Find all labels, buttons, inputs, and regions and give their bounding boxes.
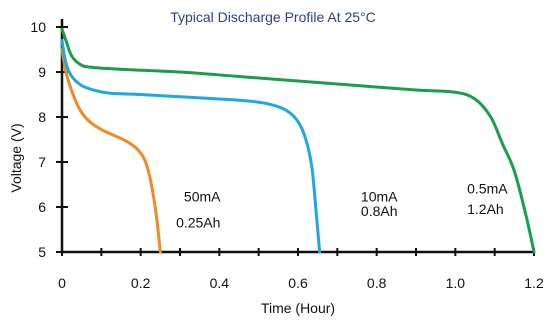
series-layer — [60, 27, 536, 254]
series-annotation: 1.2Ah — [467, 201, 504, 217]
series-line — [60, 48, 162, 254]
series-line — [60, 39, 322, 254]
x-tick-label: 0.8 — [367, 275, 387, 291]
series-annotation: 0.25Ah — [176, 214, 220, 230]
y-tick-label: 5 — [38, 244, 46, 260]
series-annotation: 10mA — [361, 189, 398, 205]
y-tick-label: 10 — [30, 19, 46, 35]
x-axis-label: Time (Hour) — [261, 300, 335, 316]
x-tick-label: 0.6 — [288, 275, 308, 291]
y-tick-label: 8 — [38, 109, 46, 125]
series-line — [60, 27, 536, 254]
axes-layer: 0 0.2 0.4 0.6 0.8 1.0 1.2 5 6 7 8 9 10 — [30, 19, 544, 291]
x-tick-label: 0.2 — [131, 275, 151, 291]
series-annotation: 50mA — [184, 189, 221, 205]
series-annotation: 0.5mA — [467, 181, 508, 197]
x-tick-label: 1.2 — [524, 275, 544, 291]
y-tick-label: 6 — [38, 199, 46, 215]
series-annotation: 0.8Ah — [361, 203, 398, 219]
y-tick-label: 9 — [38, 64, 46, 80]
y-axis-label: Voltage (V) — [8, 123, 24, 192]
x-tick-label: 1.0 — [446, 275, 466, 291]
chart-title: Typical Discharge Profile At 25°C — [170, 9, 376, 25]
x-tick-label: 0.4 — [210, 275, 230, 291]
y-tick-label: 7 — [38, 154, 46, 170]
x-tick-label: 0 — [58, 275, 66, 291]
